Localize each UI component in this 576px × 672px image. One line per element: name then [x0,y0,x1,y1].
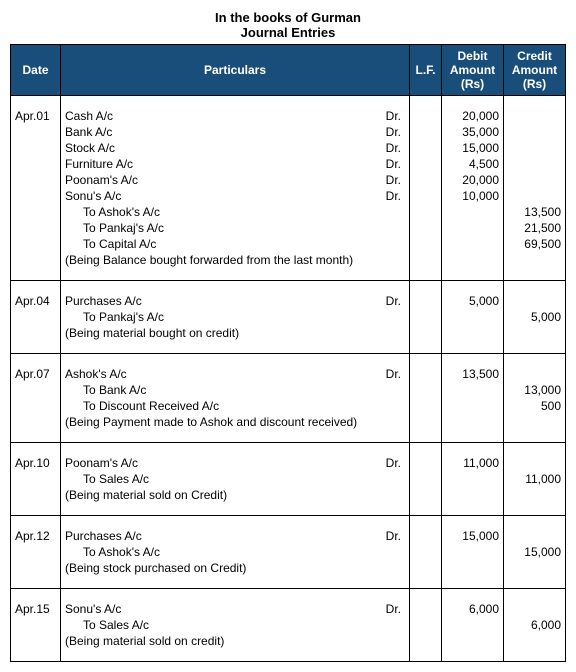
particulars-text: To Pankaj's A/c [65,221,164,235]
credit-amount [504,156,566,172]
entry-date: Apr.01 [11,108,61,124]
dr-label: Dr. [386,602,405,616]
debit-amount [442,309,504,325]
particulars-text: To Ashok's A/c [65,545,160,559]
debit-amount [442,471,504,487]
debit-amount: 15,000 [442,528,504,544]
dr-label: Dr. [386,157,405,171]
debit-amount [442,382,504,398]
debit-amount [442,220,504,236]
col-particulars-header: Particulars [61,45,410,96]
credit-amount [504,601,566,617]
particulars-text: Stock A/c [65,141,115,155]
credit-amount: 21,500 [504,220,566,236]
particulars-text: Cash A/c [65,109,113,123]
dr-label: Dr. [386,173,405,187]
debit-amount [442,204,504,220]
dr-label: Dr. [386,189,405,203]
dr-label: Dr. [386,294,405,308]
col-date-header: Date [11,45,61,96]
entry-date: Apr.10 [11,455,61,471]
debit-amount: 11,000 [442,455,504,471]
col-credit-header: Credit Amount (Rs) [504,45,566,96]
credit-amount: 500 [504,398,566,414]
credit-amount: 13,500 [504,204,566,220]
credit-amount [504,293,566,309]
journal-table: Date Particulars L.F. Debit Amount (Rs) … [10,44,566,662]
particulars-text: Furniture A/c [65,157,133,171]
col-debit-header: Debit Amount (Rs) [442,45,504,96]
credit-amount: 13,000 [504,382,566,398]
entry-date: Apr.15 [11,601,61,617]
credit-amount [504,455,566,471]
particulars-text: Bank A/c [65,125,112,139]
entry-date: Apr.12 [11,528,61,544]
particulars-text: Sonu's A/c [65,189,121,203]
debit-amount: 20,000 [442,108,504,124]
credit-amount [504,528,566,544]
debit-amount [442,544,504,560]
particulars-text: To Bank A/c [65,383,146,397]
particulars-text: To Capital A/c [65,237,156,251]
journal-title: Journal Entries [10,25,566,40]
credit-amount: 15,000 [504,544,566,560]
dr-label: Dr. [386,456,405,470]
dr-label: Dr. [386,367,405,381]
entry-date: Apr.04 [11,293,61,309]
narration: (Being material bought on credit) [61,325,410,341]
debit-amount: 10,000 [442,188,504,204]
debit-amount: 13,500 [442,366,504,382]
credit-amount: 5,000 [504,309,566,325]
particulars-text: To Sales A/c [65,618,149,632]
particulars-text: Poonam's A/c [65,456,138,470]
debit-amount: 35,000 [442,124,504,140]
particulars-text: To Pankaj's A/c [65,310,164,324]
particulars-text: Purchases A/c [65,294,142,308]
particulars-text: Sonu's A/c [65,602,121,616]
debit-amount: 4,500 [442,156,504,172]
dr-label: Dr. [386,109,405,123]
debit-amount: 5,000 [442,293,504,309]
particulars-text: To Discount Received A/c [65,399,219,413]
entry-date: Apr.07 [11,366,61,382]
dr-label: Dr. [386,529,405,543]
debit-amount [442,398,504,414]
narration: (Being material sold on credit) [61,633,410,649]
narration: (Being Payment made to Ashok and discoun… [61,414,410,430]
debit-amount [442,617,504,633]
particulars-text: To Sales A/c [65,472,149,486]
debit-amount [442,236,504,252]
particulars-text: Purchases A/c [65,529,142,543]
debit-amount: 6,000 [442,601,504,617]
debit-amount: 15,000 [442,140,504,156]
credit-amount: 69,500 [504,236,566,252]
dr-label: Dr. [386,141,405,155]
credit-amount [504,140,566,156]
credit-amount: 11,000 [504,471,566,487]
credit-amount [504,172,566,188]
narration: (Being material sold on Credit) [61,487,410,503]
credit-amount [504,188,566,204]
particulars-text: Poonam's A/c [65,173,138,187]
credit-amount [504,366,566,382]
dr-label: Dr. [386,125,405,139]
credit-amount [504,124,566,140]
debit-amount: 20,000 [442,172,504,188]
narration: (Being stock purchased on Credit) [61,560,410,576]
credit-amount [504,108,566,124]
particulars-text: Ashok's A/c [65,367,127,381]
col-lf-header: L.F. [410,45,442,96]
particulars-text: To Ashok's A/c [65,205,160,219]
book-title: In the books of Gurman [10,10,566,25]
narration: (Being Balance bought forwarded from the… [61,252,410,268]
credit-amount: 6,000 [504,617,566,633]
